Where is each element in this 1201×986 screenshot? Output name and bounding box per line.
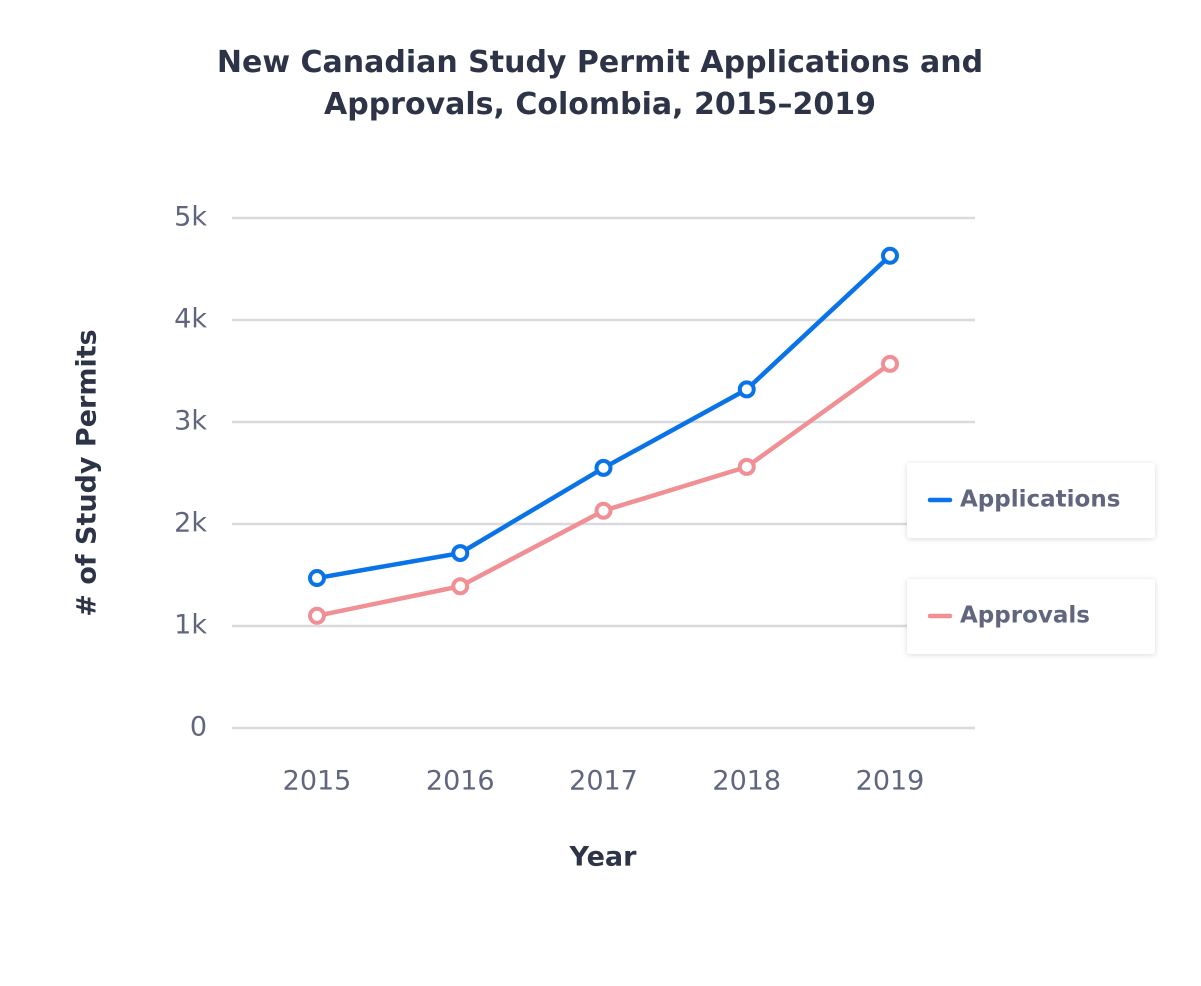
point — [451, 544, 470, 563]
point — [881, 354, 899, 373]
y-tick-label: 4k — [174, 304, 207, 335]
series-line — [316, 254, 892, 581]
point — [308, 569, 326, 588]
point — [737, 380, 756, 399]
x-tick-label: 2019 — [856, 766, 925, 797]
point — [737, 457, 756, 476]
y-tick-label: 1k — [174, 610, 207, 641]
x-axis-label: Year — [569, 842, 638, 873]
y-axis-label: # of Study Permits — [72, 329, 103, 616]
y-tick-label: 2k — [174, 508, 207, 539]
x-tick-label: 2018 — [712, 766, 781, 797]
y-tick-label: 5k — [174, 202, 207, 233]
y-tick-label: 3k — [174, 406, 207, 437]
legend-box — [907, 579, 1155, 654]
point — [308, 606, 326, 625]
x-tick-label: 2017 — [569, 766, 638, 797]
point — [881, 246, 899, 265]
point — [594, 501, 613, 520]
chart-title: New Canadian Study Permit Applications a… — [216, 45, 984, 122]
x-tick-label: 2015 — [283, 766, 352, 797]
series-line — [316, 362, 892, 619]
legend-label: Applications — [960, 487, 1120, 513]
point — [594, 458, 613, 477]
x-tick-label: 2016 — [426, 766, 495, 797]
point — [451, 577, 470, 596]
legend-box — [907, 463, 1155, 538]
y-tick-label: 0 — [190, 712, 207, 743]
legend-label: Approvals — [960, 603, 1090, 629]
